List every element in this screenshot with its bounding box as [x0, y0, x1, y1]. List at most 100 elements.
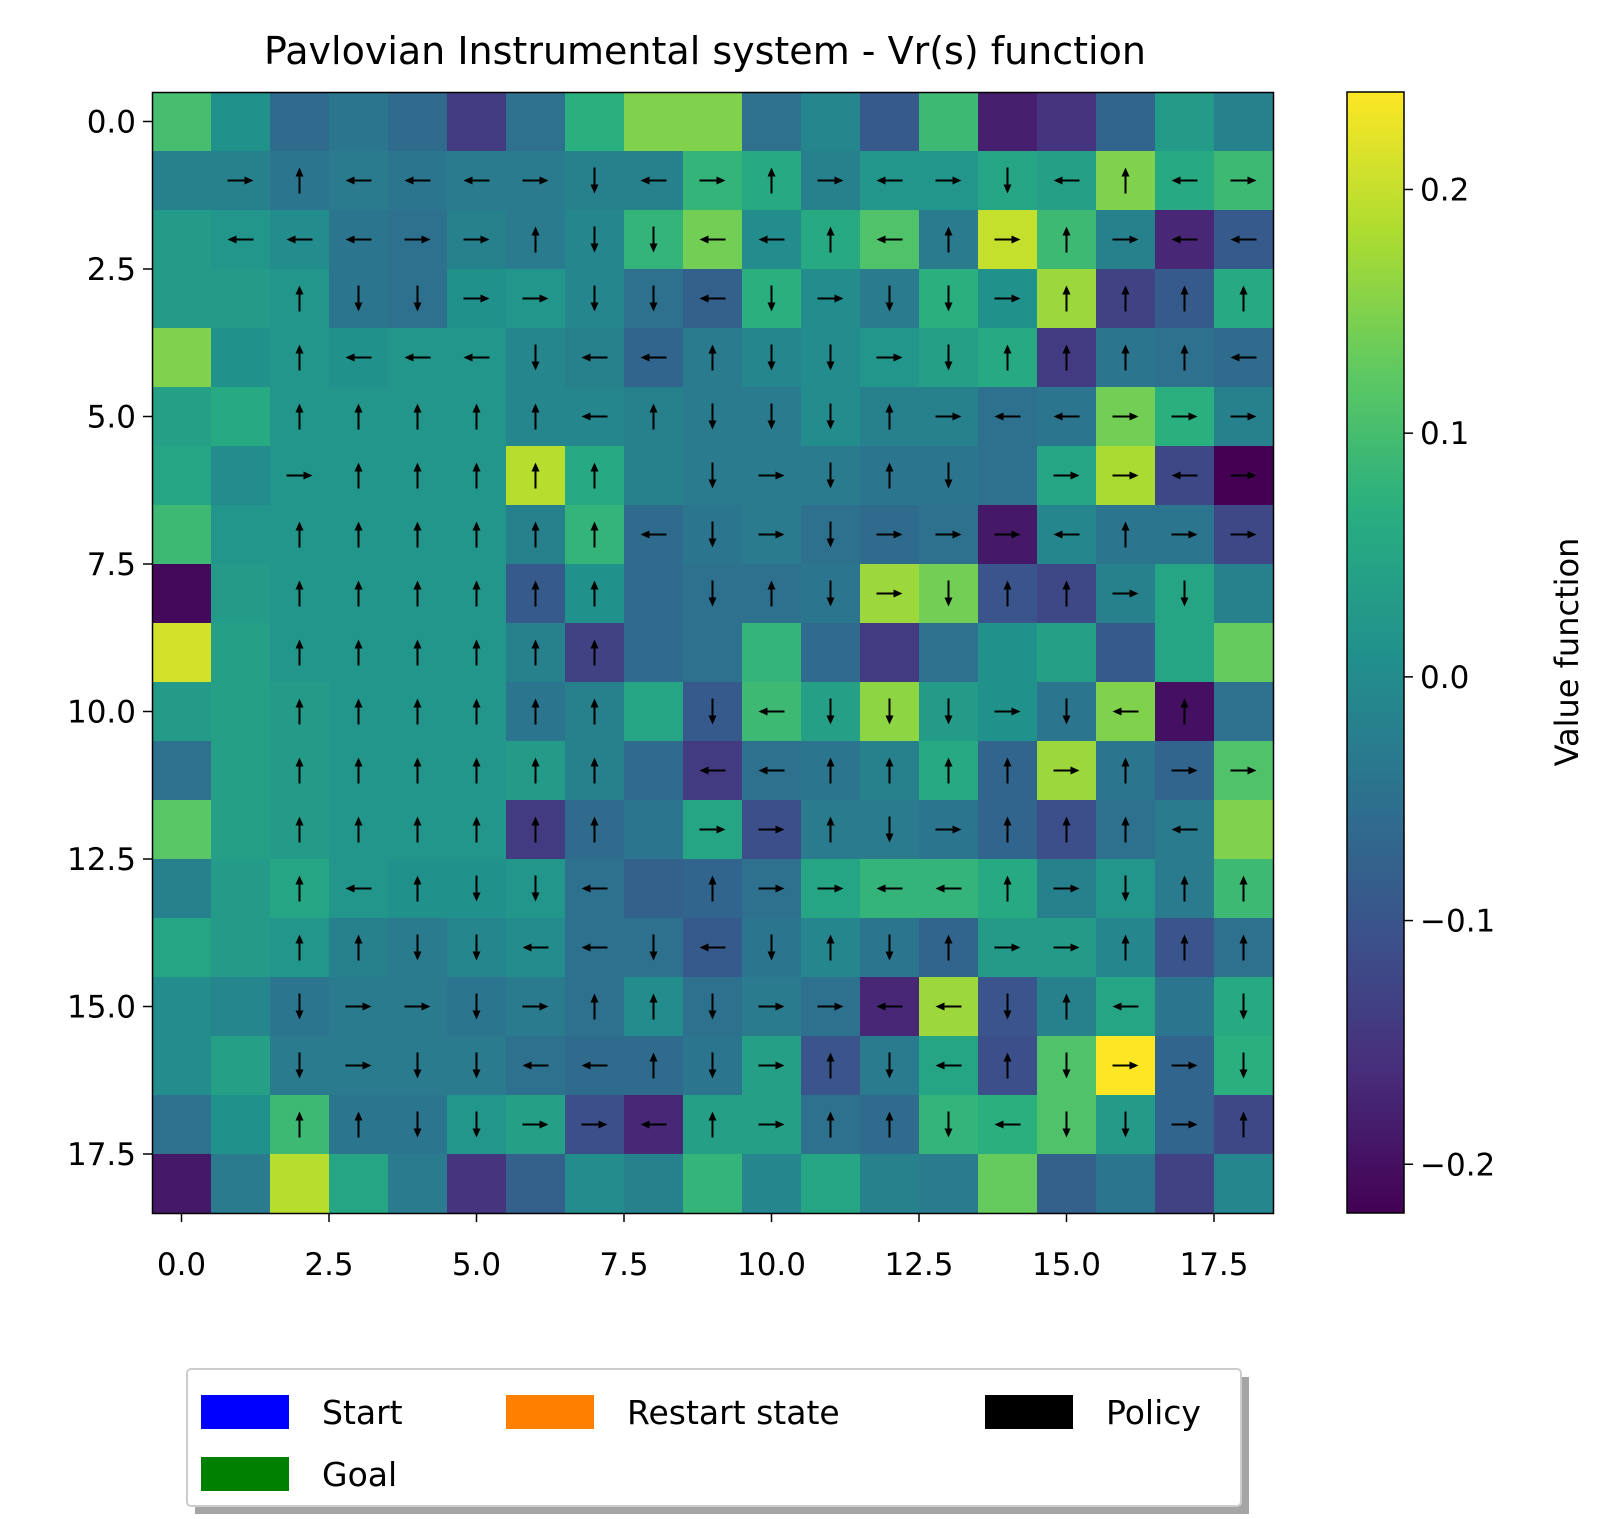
policy-arrow	[472, 1111, 481, 1138]
policy-arrow	[590, 993, 599, 1020]
policy-arrow	[1112, 707, 1139, 716]
policy-arrow	[590, 462, 599, 489]
policy-arrow	[826, 403, 835, 430]
policy-arrow	[413, 698, 422, 725]
legend-label: Restart state	[627, 1393, 840, 1432]
policy-arrow	[354, 580, 363, 607]
policy-arrow	[767, 285, 776, 312]
policy-arrow	[413, 403, 422, 430]
legend-swatch	[201, 1457, 289, 1491]
policy-arrow	[295, 580, 304, 607]
policy-arrow	[295, 698, 304, 725]
heatmap-cell	[801, 1154, 861, 1214]
policy-arrow	[463, 176, 490, 185]
heatmap-cell	[152, 387, 212, 447]
heatmap-cell	[1214, 564, 1274, 624]
colorbar-tick-label: −0.1	[1420, 904, 1495, 940]
policy-arrow	[463, 235, 490, 244]
policy-arrow	[463, 353, 490, 362]
policy-arrow	[1171, 176, 1198, 185]
policy-arrow	[876, 884, 903, 893]
plot-frame	[151, 91, 1275, 1215]
heatmap-cell	[506, 1154, 566, 1214]
legend-swatch	[506, 1395, 594, 1429]
y-tick-label: 7.5	[87, 547, 136, 583]
policy-arrow	[1062, 698, 1071, 725]
policy-arrow	[758, 1061, 785, 1070]
heatmap-cell	[270, 92, 330, 152]
policy-arrow	[885, 698, 894, 725]
policy-arrow	[944, 580, 953, 607]
policy-arrow	[1053, 530, 1080, 539]
heatmap-cell	[211, 328, 271, 388]
policy-arrow	[826, 1111, 835, 1138]
heatmap-cell	[565, 1154, 625, 1214]
policy-arrow	[1003, 580, 1012, 607]
policy-arrow	[1112, 1002, 1139, 1011]
heatmap-cell	[1037, 92, 1097, 152]
y-tick-label: 2.5	[87, 252, 136, 288]
policy-arrow	[295, 1052, 304, 1079]
policy-arrow	[581, 1120, 608, 1129]
policy-arrow	[1230, 412, 1257, 421]
policy-arrow	[1180, 580, 1189, 607]
policy-arrow	[463, 294, 490, 303]
heatmap-cell	[329, 1154, 389, 1214]
heatmap-cell	[565, 92, 625, 152]
policy-arrow	[1053, 884, 1080, 893]
policy-arrow	[1180, 698, 1189, 725]
heatmap-cell	[152, 800, 212, 860]
heatmap-cell	[211, 564, 271, 624]
policy-arrow	[1062, 226, 1071, 253]
heatmap-cell	[860, 623, 920, 683]
y-tick-label: 0.0	[87, 105, 136, 141]
policy-arrow	[1053, 176, 1080, 185]
policy-arrow	[522, 1061, 549, 1070]
policy-arrow	[708, 344, 717, 371]
policy-arrow	[1062, 344, 1071, 371]
policy-arrow	[295, 167, 304, 194]
policy-arrow	[295, 285, 304, 312]
policy-arrow	[758, 471, 785, 480]
policy-arrow	[472, 462, 481, 489]
policy-arrow	[758, 235, 785, 244]
heatmap-cell	[152, 859, 212, 919]
policy-arrow	[876, 176, 903, 185]
policy-arrow	[826, 226, 835, 253]
policy-arrow	[1230, 176, 1257, 185]
heatmap-cell	[329, 92, 389, 152]
policy-arrow	[708, 875, 717, 902]
policy-arrow	[472, 1052, 481, 1079]
policy-arrow	[994, 235, 1021, 244]
heatmap-cell	[978, 623, 1038, 683]
policy-arrow	[1003, 1052, 1012, 1079]
policy-arrow	[699, 235, 726, 244]
policy-arrow	[404, 235, 431, 244]
colorbar-label: Value function	[1548, 538, 1586, 767]
policy-arrow	[1062, 1111, 1071, 1138]
heatmap-cell	[624, 1154, 684, 1214]
policy-arrow	[472, 521, 481, 548]
policy-arrow	[295, 403, 304, 430]
policy-arrow	[826, 698, 835, 725]
policy-arrow	[708, 403, 717, 430]
policy-arrow	[944, 285, 953, 312]
policy-arrow	[1062, 580, 1071, 607]
policy-arrow	[581, 1061, 608, 1070]
policy-arrow	[472, 698, 481, 725]
policy-arrow	[1180, 344, 1189, 371]
policy-arrow	[994, 412, 1021, 421]
policy-arrow	[295, 521, 304, 548]
heatmap-cell	[978, 1154, 1038, 1214]
policy-arrow	[708, 1052, 717, 1079]
policy-arrow	[472, 875, 481, 902]
heatmap-cell	[152, 92, 212, 152]
policy-arrow	[1121, 934, 1130, 961]
heatmap-cell	[211, 741, 271, 801]
policy-arrow	[935, 825, 962, 834]
heatmap-cell	[211, 859, 271, 919]
policy-arrow	[649, 226, 658, 253]
policy-arrow	[1171, 1120, 1198, 1129]
heatmap-cell	[1037, 623, 1097, 683]
policy-arrow	[1003, 757, 1012, 784]
